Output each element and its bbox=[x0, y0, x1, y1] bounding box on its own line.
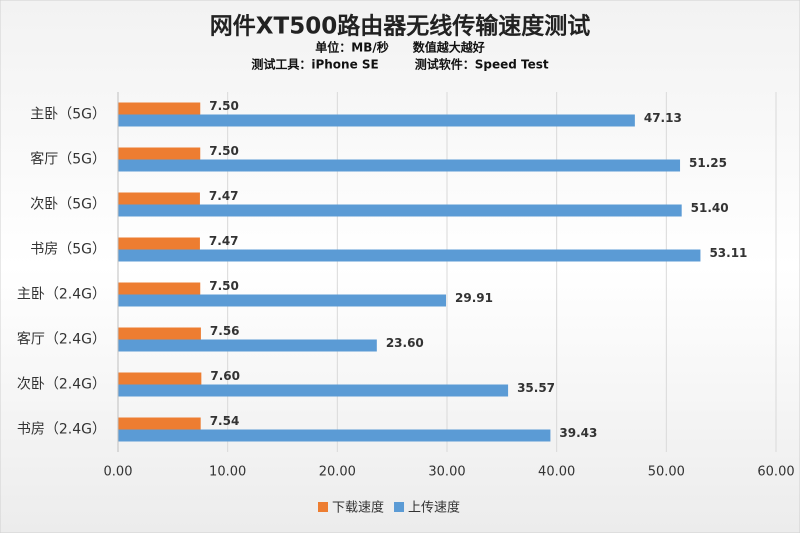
bar bbox=[118, 417, 201, 430]
y-tick-label: 书房（2.4G） bbox=[17, 422, 106, 438]
y-tick-label: 次卧（5G） bbox=[30, 197, 106, 213]
y-tick-label: 客厅（5G） bbox=[30, 151, 106, 168]
bar bbox=[118, 327, 201, 340]
bar bbox=[118, 102, 201, 115]
value-label: 47.13 bbox=[644, 111, 682, 125]
value-label: 7.47 bbox=[209, 189, 239, 203]
legend-swatch bbox=[394, 502, 405, 512]
value-label: 7.50 bbox=[209, 144, 239, 158]
legend-swatch bbox=[318, 502, 328, 512]
y-tick-label: 书房（5G） bbox=[30, 242, 106, 258]
value-label: 51.40 bbox=[691, 201, 729, 215]
bar bbox=[118, 159, 681, 172]
y-tick-label: 主卧（5G） bbox=[30, 107, 106, 123]
value-label: 39.43 bbox=[559, 426, 597, 440]
value-label: 7.60 bbox=[210, 369, 240, 383]
legend-label: 下载速度 bbox=[332, 500, 384, 516]
x-tick-label: 10.00 bbox=[209, 465, 246, 480]
value-label: 35.57 bbox=[517, 381, 555, 395]
bar bbox=[118, 339, 377, 352]
chart-title: 网件XT500路由器无线传输速度测试 bbox=[210, 13, 590, 40]
bar bbox=[118, 282, 201, 295]
bar bbox=[118, 429, 551, 442]
value-label: 29.91 bbox=[455, 291, 493, 305]
value-label: 7.50 bbox=[209, 99, 239, 113]
chart-subtitle: 测试工具：iPhone SE 测试软件：Speed Test bbox=[251, 57, 549, 72]
x-tick-label: 0.00 bbox=[104, 465, 133, 480]
x-tick-label: 30.00 bbox=[428, 465, 465, 480]
bar bbox=[118, 192, 200, 205]
bar bbox=[118, 114, 635, 127]
bar bbox=[118, 384, 509, 397]
x-tick-label: 50.00 bbox=[648, 465, 685, 480]
bar bbox=[118, 237, 200, 250]
y-tick-label: 客厅（2.4G） bbox=[17, 331, 106, 348]
value-label: 7.50 bbox=[209, 279, 239, 293]
y-tick-label: 次卧（2.4G） bbox=[17, 377, 106, 393]
value-label: 53.11 bbox=[709, 246, 747, 260]
bar bbox=[118, 372, 202, 385]
value-label: 23.60 bbox=[386, 336, 424, 350]
x-tick-label: 20.00 bbox=[319, 465, 356, 480]
value-label: 7.54 bbox=[210, 414, 240, 428]
x-tick-label: 40.00 bbox=[538, 465, 575, 480]
bar bbox=[118, 294, 447, 307]
value-label: 7.56 bbox=[210, 324, 240, 338]
chart-subtitle: 单位：MB/秒 数值越大越好 bbox=[315, 40, 484, 55]
bar bbox=[118, 147, 201, 160]
bar bbox=[118, 249, 701, 262]
y-tick-label: 主卧（2.4G） bbox=[17, 287, 106, 303]
value-label: 7.47 bbox=[209, 234, 239, 248]
bar bbox=[118, 204, 682, 217]
legend-label: 上传速度 bbox=[408, 500, 460, 516]
value-label: 51.25 bbox=[689, 156, 727, 170]
x-tick-label: 60.00 bbox=[757, 465, 794, 480]
